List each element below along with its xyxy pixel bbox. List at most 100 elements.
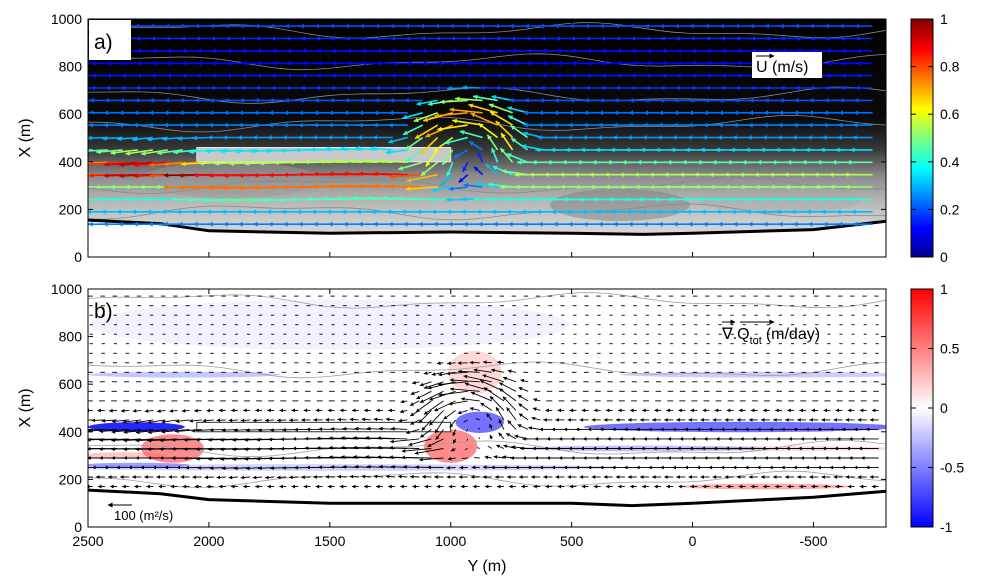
flux-arrowhead (194, 408, 198, 413)
velocity-arrowhead (539, 23, 544, 29)
flux-arrowhead (587, 465, 592, 470)
velocity-arrowhead (404, 98, 409, 103)
velocity-arrowhead (826, 60, 831, 66)
flux-arrowhead (555, 418, 559, 422)
flux-arrowhead (679, 437, 684, 441)
velocity-arrowhead (559, 172, 564, 177)
flux-arrowhead (156, 475, 160, 479)
velocity-arrowhead (816, 159, 822, 165)
flux-arrowhead (280, 456, 284, 461)
velocity-arrowhead (118, 173, 124, 179)
colorbar-tick-label: 0.8 (940, 59, 960, 75)
velocity-arrowhead (726, 159, 732, 165)
velocity-arrowhead (150, 36, 156, 41)
flux-arrow (470, 391, 492, 402)
panel-b-quantity-symbol: ∇.Q (721, 326, 750, 343)
panel-a-shoreline (88, 218, 886, 236)
velocity-arrowhead (613, 122, 618, 128)
velocity-arrowhead (415, 134, 420, 139)
velocity-arrowhead (481, 48, 486, 54)
flux-arrowhead (498, 432, 503, 437)
velocity-arrowhead (255, 36, 261, 41)
velocity-arrowhead (537, 135, 542, 140)
velocity-arrowhead (301, 73, 306, 78)
velocity-arrowhead (581, 209, 586, 215)
flux-arrowhead (255, 408, 259, 413)
velocity-arrowhead (524, 98, 529, 103)
velocity-arrowhead (313, 221, 318, 227)
flux-arrowhead (301, 475, 305, 480)
velocity-arrowhead (301, 60, 307, 66)
flux-arrowhead (672, 427, 676, 432)
flux-arrowhead (628, 418, 632, 422)
flux-arrowhead (696, 427, 701, 432)
velocity-arrowhead (553, 122, 558, 128)
velocity-arrowhead (376, 48, 381, 54)
flux-arrowhead (817, 465, 821, 470)
flux-arrowhead (147, 456, 152, 460)
velocity-arrowhead (192, 135, 197, 141)
flux-arrowhead (327, 408, 332, 413)
flux-arrowhead (499, 382, 504, 386)
velocity-arrowhead (532, 159, 537, 165)
velocity-arrowhead (803, 197, 808, 202)
velocity-arrowhead (794, 98, 799, 103)
flux-arrowhead (159, 447, 164, 451)
x-tick-label: 1000 (435, 533, 466, 549)
velocity-arrowhead (326, 209, 331, 215)
flux-arrowhead (92, 465, 96, 470)
velocity-arrowhead (385, 149, 391, 155)
velocity-arrowhead (829, 184, 835, 190)
flux-arrowhead (132, 409, 137, 413)
flux-arrowhead (147, 447, 152, 452)
velocity-arrowhead (665, 184, 670, 190)
flux-arrowhead (180, 475, 185, 479)
flux-arrowhead (712, 475, 717, 479)
velocity-arrowhead (689, 23, 694, 29)
flux-arrowhead (294, 465, 298, 470)
flux-arrowhead (732, 465, 737, 470)
velocity-arrow (88, 149, 93, 151)
velocity-arrowhead (461, 209, 466, 215)
flux-arrowhead (483, 360, 487, 365)
velocity-arrowhead (447, 86, 452, 91)
velocity-arrowhead (704, 98, 709, 103)
velocity-arrowhead (268, 221, 273, 227)
flux-arrowhead (354, 426, 359, 431)
velocity-arrowhead (641, 209, 646, 215)
velocity-arrowhead (734, 98, 739, 103)
flux-arrowhead (724, 418, 729, 422)
velocity-arrowhead (172, 197, 177, 202)
velocity-arrowhead (116, 209, 121, 215)
velocity-arrowhead (601, 60, 607, 66)
flux-arrowhead (551, 427, 555, 432)
flux-arrowhead (410, 412, 415, 416)
velocity-arrow (88, 161, 123, 165)
velocity-arrowhead (151, 73, 156, 78)
velocity-arrowhead (826, 48, 831, 54)
velocity-arrowhead (666, 159, 672, 165)
velocity-arrowhead (511, 60, 517, 66)
flux-arrowhead (256, 447, 260, 451)
flux-arrowhead (353, 455, 357, 459)
flux-arrowhead (435, 429, 439, 434)
velocity-arrowhead (223, 185, 229, 191)
velocity-arrowhead (658, 110, 663, 116)
velocity-arrowhead (600, 36, 605, 41)
velocity-arrowhead (705, 36, 710, 41)
flux-arrowhead (544, 446, 548, 451)
velocity-arrowhead (118, 110, 124, 116)
flux-arrowhead (845, 418, 850, 422)
flux-arrowhead (788, 456, 792, 460)
velocity-arrowhead (270, 85, 275, 91)
x-tick-label: 2000 (193, 533, 224, 549)
flux-arrow (487, 445, 493, 449)
flux-arrowhead (181, 408, 186, 413)
velocity-arrowhead (179, 23, 185, 29)
velocity-arrowhead (388, 183, 394, 189)
flux-arrowhead (185, 465, 189, 470)
flux-arrowhead (744, 427, 749, 432)
flux-arrowhead (366, 464, 371, 469)
flux-arrowhead (847, 408, 852, 413)
velocity-arrowhead (316, 60, 322, 66)
